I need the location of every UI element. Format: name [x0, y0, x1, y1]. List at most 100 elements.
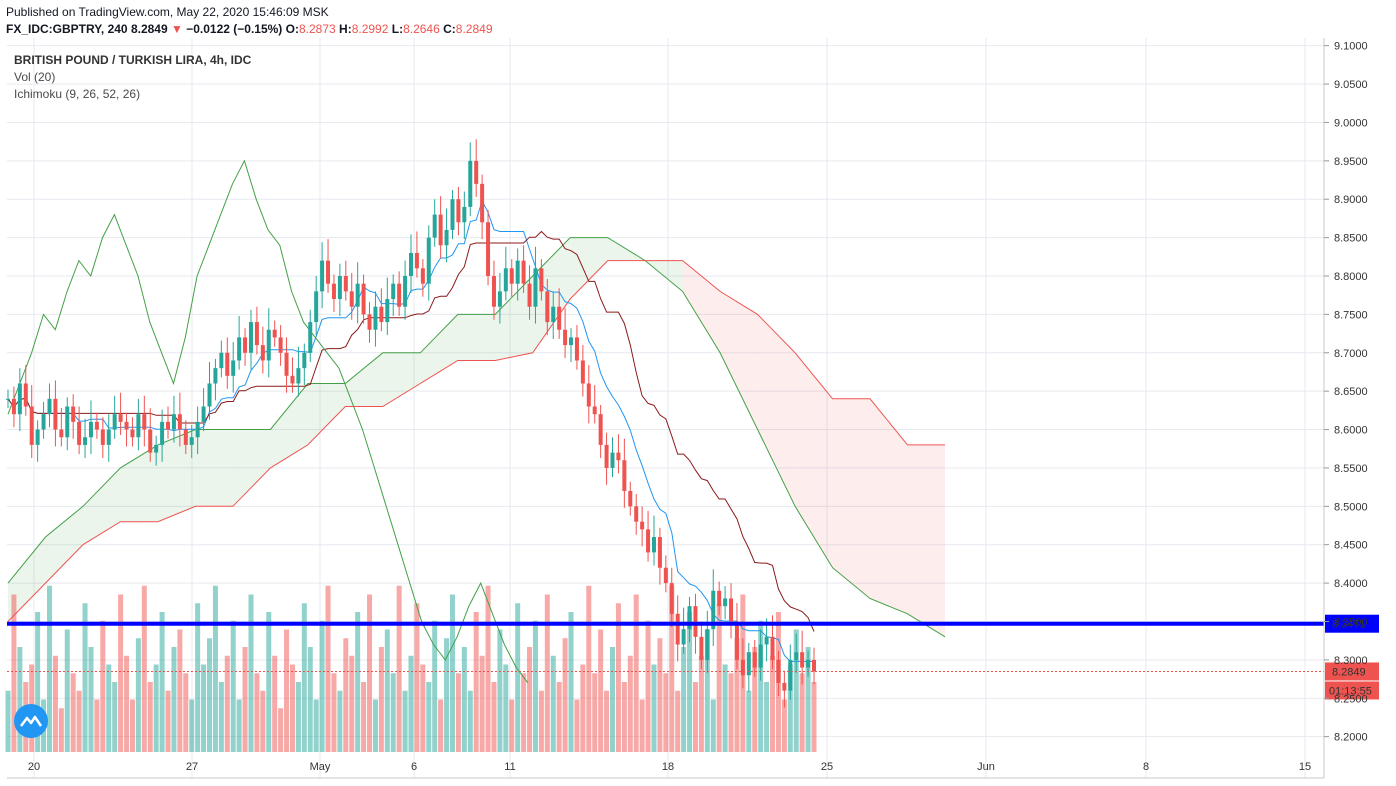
candle-body: [782, 682, 787, 691]
cloud-segment: [495, 276, 533, 361]
x-tick-label: May: [310, 761, 331, 773]
candle-body: [29, 406, 34, 445]
axes: 9.1000 9.0500 9.0000 8.9500 8.9000 8.8500 8.80…: [7, 38, 1368, 779]
candle-body: [154, 444, 159, 453]
volume-bar: [627, 655, 633, 752]
volume-bar: [538, 690, 544, 752]
volume-bar: [337, 690, 343, 752]
high-label: H:: [339, 22, 352, 36]
candle-body: [35, 429, 40, 445]
candle-body: [533, 268, 538, 307]
candle-body: [326, 260, 331, 284]
y-tick-label: 8.2500: [1334, 693, 1368, 705]
volume-bar: [118, 594, 124, 752]
volume-bar: [236, 699, 242, 752]
legend-ichimoku[interactable]: Ichimoku (9, 26, 52, 26): [14, 87, 141, 101]
candle-body: [426, 237, 431, 284]
cloud-segment: [232, 429, 271, 507]
low-value: 8.2646: [403, 22, 440, 36]
candle-body: [592, 406, 597, 415]
volume-bar: [396, 585, 402, 752]
volume-bar: [165, 690, 171, 752]
candle-body: [491, 276, 496, 307]
volume-bar: [479, 655, 485, 752]
candle-body: [551, 306, 556, 323]
volume-bar: [669, 585, 675, 752]
candle-body: [219, 352, 224, 369]
volume-bar: [343, 638, 349, 752]
candle-body: [83, 437, 88, 445]
candle-body: [385, 299, 390, 323]
volume-bar: [378, 647, 384, 752]
volume-bar: [384, 629, 390, 752]
tradingview-logo-icon[interactable]: [14, 704, 48, 738]
volume-bar: [503, 664, 509, 752]
volume-bar: [521, 673, 527, 752]
volume-bar: [722, 664, 728, 752]
leading-span-a: [7, 237, 946, 638]
candle-body: [527, 283, 532, 307]
y-tick-label: 8.8500: [1334, 233, 1368, 245]
x-tick-label: 20: [28, 761, 40, 773]
volume-bar: [509, 699, 515, 752]
open-value: 8.2873: [298, 22, 336, 36]
candle-body: [580, 360, 585, 384]
cloud-segment: [307, 383, 346, 445]
volume-bar: [408, 655, 414, 752]
y-tick-label: 8.6500: [1334, 386, 1368, 398]
candle-body: [770, 636, 775, 660]
cloud-segment: [832, 398, 870, 599]
volume-bar: [147, 682, 153, 752]
candle-body: [462, 206, 467, 223]
candle-body: [71, 406, 76, 422]
candle-body: [302, 352, 307, 369]
countdown-box: [1325, 681, 1379, 700]
candle-body: [640, 521, 645, 530]
volume-bar: [100, 620, 106, 752]
volume-bar: [349, 655, 355, 752]
legend-volume[interactable]: Vol (20): [14, 70, 56, 84]
candle-body: [130, 429, 135, 438]
countdown-label: 01:13:55: [1329, 685, 1372, 697]
candle-body: [444, 229, 449, 246]
volume-bar: [112, 682, 118, 752]
volume-bar: [284, 629, 290, 752]
volume-bar: [645, 620, 651, 752]
legend-title[interactable]: BRITISH POUND / TURKISH LIRA, 4h, IDC: [14, 53, 252, 67]
volume-bar: [491, 682, 497, 752]
candle-body: [651, 537, 656, 553]
volume-bar: [734, 638, 740, 752]
low-label: L:: [391, 22, 404, 36]
volume-bar: [449, 594, 455, 752]
y-tick-label: 8.9000: [1334, 194, 1368, 206]
volume-bar: [171, 647, 177, 752]
candle-body: [142, 414, 147, 430]
cloud-segment: [45, 506, 83, 584]
volume-bar: [770, 655, 776, 752]
candle-body: [758, 644, 763, 668]
candle-body: [497, 291, 502, 307]
close-value: 8.2849: [455, 22, 493, 36]
volume-bar: [420, 664, 426, 752]
chikou-line: [7, 159, 529, 684]
last-price-label: 8.2849: [1332, 666, 1366, 678]
cloud-segment: [457, 314, 496, 361]
volume-bar: [224, 655, 230, 752]
volume-bar: [70, 673, 76, 752]
volume-bar: [390, 673, 396, 752]
volume-bar: [88, 647, 94, 752]
candle-body: [314, 291, 319, 323]
price-change: −0.0122 (−0.15%): [186, 22, 283, 36]
candle-body: [604, 444, 609, 468]
volume-bar: [698, 655, 704, 752]
candle-body: [409, 252, 413, 276]
volume-bar: [781, 699, 787, 752]
candle-body: [373, 306, 378, 330]
volume-bar: [758, 620, 764, 752]
candle-body: [296, 368, 301, 384]
candle-body: [397, 283, 402, 307]
candle-body: [557, 306, 562, 330]
cloud-segment: [570, 237, 608, 299]
cloud-segment: [682, 260, 721, 353]
